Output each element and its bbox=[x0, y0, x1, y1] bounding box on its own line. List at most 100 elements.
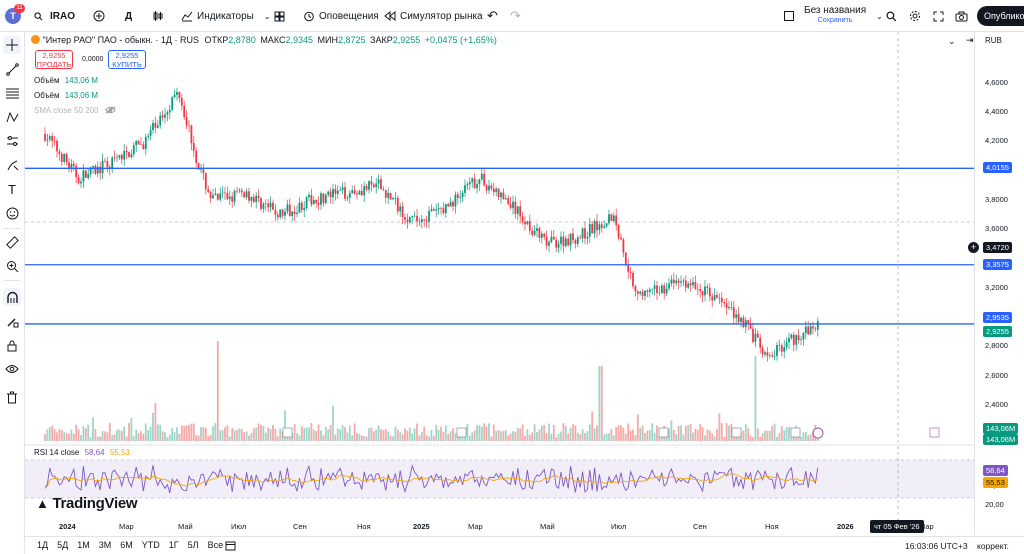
publish-button[interactable]: Опублико bbox=[977, 6, 1024, 26]
text-tool[interactable]: T bbox=[3, 180, 21, 198]
fullscreen-button[interactable] bbox=[933, 0, 944, 32]
candle-body bbox=[608, 214, 610, 224]
candle-body bbox=[528, 220, 531, 231]
volume-bar bbox=[802, 432, 805, 441]
layout-menu[interactable]: Без названия Сохранить ⌄ bbox=[784, 0, 883, 32]
volume-bar bbox=[677, 425, 680, 441]
sell-button[interactable]: 2,9255 ПРОДАТЬ bbox=[35, 50, 73, 69]
buy-button[interactable]: 2,9255 КУПИТЬ bbox=[108, 50, 146, 69]
price-axis[interactable]: RUB 4,6000 4,4000 4,2000 3,8000 3,6000 3,2000… bbox=[974, 32, 1024, 536]
candle-body bbox=[646, 290, 649, 293]
ruler-tool[interactable] bbox=[3, 233, 21, 251]
volume-bar bbox=[593, 428, 596, 441]
candle-body bbox=[730, 306, 733, 308]
compare-button[interactable] bbox=[93, 0, 105, 32]
alerts-label: Оповещения bbox=[319, 10, 379, 22]
trendline-tool[interactable] bbox=[3, 60, 21, 78]
level-price-label[interactable]: 2,9535 bbox=[983, 311, 1012, 323]
range-button[interactable]: 1Д bbox=[37, 540, 49, 550]
candle-body bbox=[348, 193, 351, 198]
volume-price-label[interactable]: 143,06M bbox=[983, 423, 1019, 434]
volume-bar bbox=[68, 433, 70, 441]
indicators-button[interactable]: Индикаторы ⌄ bbox=[181, 0, 271, 32]
crosshair-price-label[interactable]: 3,4720 bbox=[983, 241, 1012, 253]
layouts-button[interactable] bbox=[274, 0, 285, 32]
range-button[interactable]: 5Л bbox=[187, 540, 199, 550]
keep-drawing-tool[interactable] bbox=[3, 312, 21, 330]
volume-legend-1[interactable]: Объём 143,06 M bbox=[34, 76, 98, 85]
interval-button[interactable]: Д bbox=[125, 0, 132, 32]
snapshot-button[interactable] bbox=[955, 0, 968, 32]
candle-body bbox=[219, 193, 222, 200]
rsi-legend[interactable]: RSI 14 close 58,64 55,53 bbox=[34, 448, 130, 457]
chevron-down-icon[interactable]: ⌄ bbox=[948, 36, 956, 46]
emoji-tool[interactable] bbox=[3, 204, 21, 222]
rsi-price-label[interactable]: 58,64 bbox=[983, 465, 1008, 476]
volume-bar bbox=[776, 436, 778, 441]
volume-bar bbox=[718, 413, 721, 441]
hide-tool[interactable] bbox=[3, 360, 21, 378]
candle-body bbox=[159, 115, 162, 126]
currency-label[interactable]: RUB bbox=[985, 36, 1002, 45]
settings-button[interactable] bbox=[909, 0, 921, 32]
volume-bar bbox=[87, 424, 90, 441]
range-button[interactable]: 5Д bbox=[57, 540, 69, 550]
range-button[interactable]: Все bbox=[207, 540, 224, 550]
adjust-button[interactable]: коррект. bbox=[977, 541, 1009, 551]
candle-body bbox=[720, 297, 723, 303]
alerts-button[interactable]: Оповещения bbox=[303, 0, 379, 32]
add-alert-icon[interactable]: + bbox=[968, 241, 979, 253]
prediction-tool[interactable] bbox=[3, 132, 21, 150]
candle-body bbox=[449, 201, 452, 207]
gear-icon bbox=[910, 11, 920, 21]
range-button[interactable]: 3М bbox=[98, 540, 112, 550]
crosshair-date-label: чт 05 Фев '26 bbox=[870, 520, 924, 533]
quick-search-button[interactable] bbox=[886, 0, 897, 32]
range-button[interactable]: 6М bbox=[120, 540, 133, 550]
range-button[interactable]: YTD bbox=[141, 540, 160, 550]
level-price-label[interactable]: 4,0155 bbox=[983, 162, 1012, 174]
replay-button[interactable]: Симулятор рынка bbox=[384, 0, 483, 32]
candle-body bbox=[437, 208, 440, 210]
range-button[interactable]: 1Г bbox=[168, 540, 179, 550]
magnet-tool[interactable] bbox=[3, 288, 21, 306]
chart-pane[interactable] bbox=[25, 32, 974, 536]
price-chart[interactable] bbox=[25, 32, 974, 536]
volume-bar bbox=[749, 435, 752, 441]
delete-tool[interactable] bbox=[3, 388, 21, 406]
chart-type-button[interactable] bbox=[152, 0, 164, 32]
candle-body bbox=[704, 286, 706, 296]
last-price-label[interactable]: 2,9255 bbox=[983, 326, 1012, 338]
undo-button[interactable]: ↶ bbox=[487, 0, 498, 32]
redo-button[interactable]: ↷ bbox=[510, 0, 521, 32]
zoom-tool[interactable] bbox=[3, 257, 21, 275]
tradingview-logo[interactable]: ▲ TradingView bbox=[36, 495, 138, 512]
candle-body bbox=[600, 224, 603, 228]
candle-body bbox=[641, 291, 644, 296]
goto-date-button[interactable] bbox=[225, 540, 236, 554]
fib-tool[interactable] bbox=[3, 84, 21, 102]
axis-settings-icon[interactable]: ⇥ bbox=[966, 35, 974, 45]
eye-icon[interactable] bbox=[104, 106, 116, 114]
crosshair-tool[interactable] bbox=[3, 36, 21, 54]
candle-body bbox=[413, 215, 416, 217]
lock-tool[interactable] bbox=[3, 336, 21, 354]
candle-body bbox=[713, 294, 716, 301]
volume-bar bbox=[96, 436, 99, 441]
candle-body bbox=[48, 136, 51, 140]
sma-legend[interactable]: SMA close 50 200 bbox=[34, 106, 116, 115]
clock[interactable]: 16:03:06 UTC+3 bbox=[905, 541, 968, 551]
brush-tool[interactable] bbox=[3, 156, 21, 174]
level-price-label[interactable]: 3,3575 bbox=[983, 258, 1012, 270]
volume-legend-2[interactable]: Объём 143,06 M bbox=[34, 91, 98, 100]
volume-price-label[interactable]: 143,06M bbox=[983, 434, 1019, 445]
pattern-tool[interactable] bbox=[3, 108, 21, 126]
volume-bar bbox=[212, 426, 214, 441]
symbol-search[interactable]: IRAO bbox=[34, 0, 75, 32]
range-button[interactable]: 1М bbox=[77, 540, 90, 550]
symbol-legend[interactable]: "Интер РАО" ПАО - обыкн. · 1Д · RUS ОТКР… bbox=[31, 35, 497, 45]
zoom-in-icon bbox=[6, 260, 18, 272]
candle-body bbox=[106, 161, 109, 168]
rsi-ma-price-label[interactable]: 55,53 bbox=[983, 477, 1008, 488]
volume-bar bbox=[341, 424, 344, 441]
